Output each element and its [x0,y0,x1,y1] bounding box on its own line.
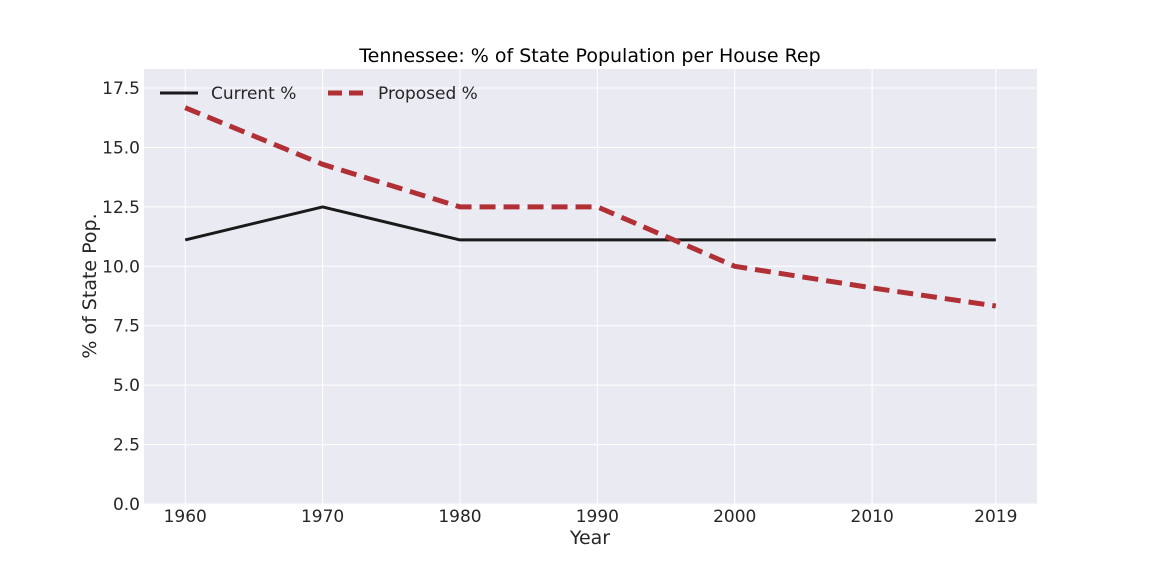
x-axis-label: Year [569,527,610,549]
x-tick-label: 2019 [974,507,1017,527]
y-tick-label: 7.5 [113,317,140,337]
y-tick-label: 5.0 [113,376,140,396]
y-tick-labels: 0.0 2.5 5.0 7.5 10.0 12.5 15.0 17.5 [102,79,140,515]
x-tick-label: 2010 [851,507,894,527]
legend-label-proposed: Proposed % [378,84,478,104]
proposed-series-line [184,105,997,309]
chart-title: Tennessee: % of State Population per Hou… [358,45,820,67]
y-tick-label: 10.0 [102,257,140,277]
current-series-line [184,205,996,242]
x-tick-label: 1980 [438,507,481,527]
legend: Current % Proposed % [160,84,478,104]
x-tick-label: 1970 [301,507,344,527]
y-tick-label: 0.0 [113,495,140,515]
x-tick-labels: 1960 1970 1980 1990 2000 2010 2019 [164,507,1018,527]
legend-label-current: Current % [211,84,296,104]
y-axis-label: % of State Pop. [79,213,101,358]
y-tick-label: 2.5 [113,436,140,456]
series-lines [184,105,997,309]
x-tick-label: 1990 [576,507,619,527]
x-tick-label: 2000 [713,507,756,527]
plot-area [144,69,1037,504]
y-tick-label: 17.5 [102,79,140,99]
y-tick-label: 12.5 [102,198,140,218]
y-tick-label: 15.0 [102,138,140,158]
x-tick-label: 1960 [164,507,207,527]
